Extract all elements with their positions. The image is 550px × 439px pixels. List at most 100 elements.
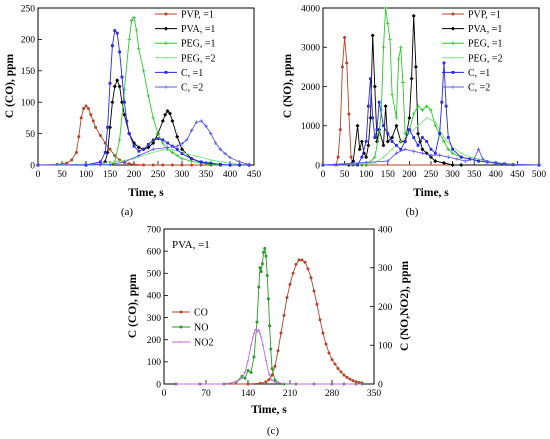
y-tick-label: 0 xyxy=(156,380,161,390)
data-point xyxy=(257,285,261,289)
y-tick-label: 250 xyxy=(21,4,36,14)
data-point xyxy=(338,128,342,132)
x-tick-label: 70 xyxy=(201,389,211,399)
legend-marker xyxy=(164,26,168,31)
data-point xyxy=(277,381,279,384)
data-point xyxy=(407,115,412,120)
y-tick-label: 700 xyxy=(147,225,162,235)
data-point xyxy=(199,119,203,123)
data-point xyxy=(455,157,459,161)
data-point xyxy=(438,132,442,135)
x-tick-label: 400 xyxy=(223,170,238,180)
data-point xyxy=(398,45,403,50)
data-point xyxy=(260,336,263,339)
data-point xyxy=(343,383,345,385)
data-point xyxy=(151,138,155,142)
data-point xyxy=(309,276,313,280)
data-point xyxy=(199,383,201,385)
x-tick-label: 280 xyxy=(325,389,340,399)
legend-marker xyxy=(180,341,182,343)
data-point xyxy=(129,18,134,23)
y-tick-label: 50 xyxy=(26,130,36,140)
data-point xyxy=(364,155,369,160)
y-tick-label: 0 xyxy=(30,161,35,171)
data-point xyxy=(170,150,175,155)
data-point xyxy=(264,254,268,258)
legend-label: PEG, =1 xyxy=(181,39,216,50)
data-point xyxy=(295,383,297,385)
data-point xyxy=(306,267,310,271)
data-point xyxy=(270,373,274,377)
legend-label: PVP, =1 xyxy=(468,10,501,21)
data-point xyxy=(356,163,359,167)
data-point xyxy=(416,131,421,136)
data-point xyxy=(209,159,212,161)
data-point xyxy=(366,143,371,148)
x-tick-label: 300 xyxy=(445,170,460,180)
legend-label: CO xyxy=(194,308,208,319)
data-point xyxy=(349,155,353,159)
data-point xyxy=(237,160,242,164)
data-point xyxy=(253,332,255,335)
data-point xyxy=(151,116,155,120)
data-point xyxy=(502,162,507,167)
data-point xyxy=(379,108,384,112)
data-point xyxy=(361,383,363,385)
data-point xyxy=(161,141,165,145)
data-point xyxy=(99,160,102,164)
data-point xyxy=(151,147,155,152)
data-point xyxy=(300,258,304,262)
data-point xyxy=(372,84,377,89)
x-tick-label: 210 xyxy=(283,389,298,399)
data-point xyxy=(433,159,438,164)
data-point xyxy=(170,163,174,167)
data-point xyxy=(260,262,264,266)
legend-label: PEG, =1 xyxy=(468,39,503,50)
data-point xyxy=(209,131,213,136)
data-point xyxy=(271,379,273,382)
data-point xyxy=(354,380,358,384)
data-point xyxy=(84,104,88,108)
x-tick-label: 0 xyxy=(162,389,167,399)
data-point xyxy=(180,147,184,152)
legend-label: PVA, =1 xyxy=(181,24,215,35)
data-point xyxy=(165,108,170,113)
data-point xyxy=(147,142,150,146)
data-point xyxy=(113,29,117,33)
data-point xyxy=(481,157,485,161)
data-point xyxy=(151,141,156,146)
data-point xyxy=(106,125,109,129)
data-point xyxy=(189,128,194,133)
data-point xyxy=(115,31,119,35)
data-point xyxy=(288,282,292,286)
data-point xyxy=(345,375,349,379)
data-point xyxy=(180,156,184,161)
data-point xyxy=(377,131,381,136)
series-line xyxy=(37,105,250,166)
data-point xyxy=(241,377,243,380)
panel-c-ylabel-right: C (NO,NO2), ppm xyxy=(399,261,411,352)
data-point xyxy=(403,147,407,152)
data-point xyxy=(342,373,346,377)
data-point xyxy=(285,296,289,300)
data-point xyxy=(103,151,107,154)
legend-marker xyxy=(179,310,183,314)
data-point xyxy=(199,163,203,167)
data-point xyxy=(146,94,151,98)
data-point xyxy=(175,153,179,158)
data-point xyxy=(136,145,141,150)
legend-label: C, =2 xyxy=(181,83,203,94)
data-point xyxy=(276,349,280,353)
data-point xyxy=(386,21,390,26)
data-point xyxy=(451,147,454,151)
data-point xyxy=(104,162,107,165)
data-point xyxy=(137,153,141,158)
data-point xyxy=(390,140,394,143)
data-point xyxy=(238,163,241,167)
data-point xyxy=(194,120,199,125)
series-line xyxy=(323,15,539,166)
data-point xyxy=(283,382,285,385)
y-tick-label: 4000 xyxy=(301,4,320,14)
data-point xyxy=(224,161,227,164)
x-tick-label: 400 xyxy=(489,170,504,180)
